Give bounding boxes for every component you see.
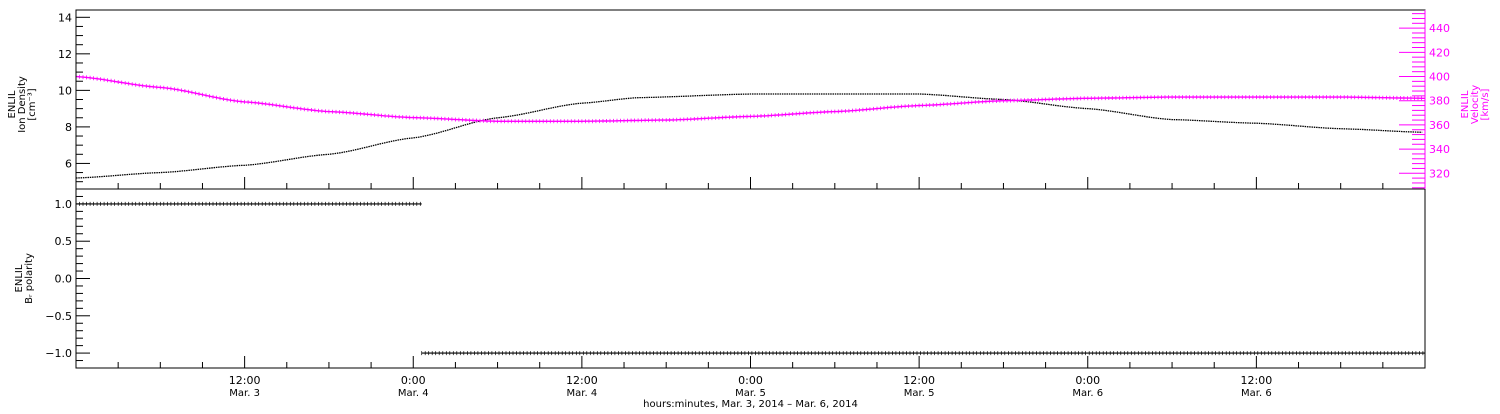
left-axis-label-line: ENLIL	[7, 90, 18, 118]
right-axis-tick-label: 340	[1429, 143, 1450, 156]
series-ion-density	[75, 93, 1423, 179]
series-polarity-markers-1	[421, 351, 1424, 356]
x-axis-title: hours:minutes, Mar. 3, 2014 – Mar. 6, 20…	[643, 399, 858, 410]
x-tick-time-label: 0:00	[738, 374, 763, 387]
right-axis-label-line: Velocity	[1470, 85, 1481, 124]
x-tick-time-label: 0:00	[1075, 374, 1100, 387]
x-tick-time-label: 12:00	[1241, 374, 1273, 387]
bottom-panel-frame	[75, 188, 1426, 369]
bottom-axis-tick-label: 0.5	[55, 235, 73, 248]
bottom-axis-label: ENLIL Bᵣ polarity	[14, 253, 35, 304]
right-axis-label-line: ENLIL	[1460, 90, 1471, 118]
frame-layer	[75, 9, 1426, 369]
x-tick-date-label: Mar. 6	[1241, 388, 1272, 399]
bottom-axis-label-line: Bᵣ polarity	[24, 253, 35, 304]
left-axis-label-line: [cm⁻³]	[27, 88, 38, 120]
left-axis-tick-label: 12	[58, 48, 72, 61]
right-axis-tick-label: 400	[1429, 71, 1450, 84]
x-tick-date-label: Mar. 5	[735, 388, 766, 399]
bottom-axis-tick-label: −0.5	[45, 310, 72, 323]
left-axis-label-line: Ion Density	[17, 76, 28, 133]
right-axis-label: ENLIL Velocity [km/s]	[1460, 85, 1491, 124]
x-tick-date-label: Mar. 4	[398, 388, 429, 399]
left-axis-tick-label: 8	[65, 121, 72, 134]
x-tick-time-label: 12:00	[903, 374, 935, 387]
x-tick-time-label: 0:00	[401, 374, 426, 387]
left-axis-label: ENLIL Ion Density [cm⁻³]	[7, 76, 38, 133]
right-axis-tick-label: 360	[1429, 119, 1450, 132]
right-axis-label-line: [km/s]	[1480, 88, 1491, 120]
right-axis-tick-label: 320	[1429, 167, 1450, 180]
top-panel-frame	[75, 9, 1426, 190]
x-tick-date-label: Mar. 6	[1072, 388, 1103, 399]
data-layer	[75, 74, 1426, 356]
bottom-axis-tick-label: 1.0	[55, 198, 73, 211]
bottom-axis-tick-label: 0.0	[55, 273, 73, 286]
left-axis-tick-label: 10	[58, 84, 72, 97]
series-velocity-markers	[75, 74, 1426, 124]
x-tick-time-label: 12:00	[229, 374, 261, 387]
x-tick-date-label: Mar. 3	[229, 388, 260, 399]
right-axis-tick-label: 380	[1429, 95, 1450, 108]
labels-layer: 6 8 10 12 14 320 340 360 380 400 420 440 −1.0 −0.5 0.0…	[7, 11, 1491, 410]
x-tick-time-label: 12:00	[566, 374, 598, 387]
x-tick-date-label: Mar. 4	[567, 388, 598, 399]
right-axis-tick-label: 420	[1429, 46, 1450, 59]
ticks-layer	[75, 13, 1426, 369]
right-axis-tick-label: 440	[1429, 22, 1450, 35]
x-tick-date-label: Mar. 5	[904, 388, 935, 399]
bottom-axis-label-line: ENLIL	[14, 264, 25, 292]
left-axis-tick-label: 6	[65, 157, 72, 170]
left-axis-tick-label: 14	[58, 11, 72, 24]
bottom-axis-tick-label: −1.0	[45, 347, 72, 360]
